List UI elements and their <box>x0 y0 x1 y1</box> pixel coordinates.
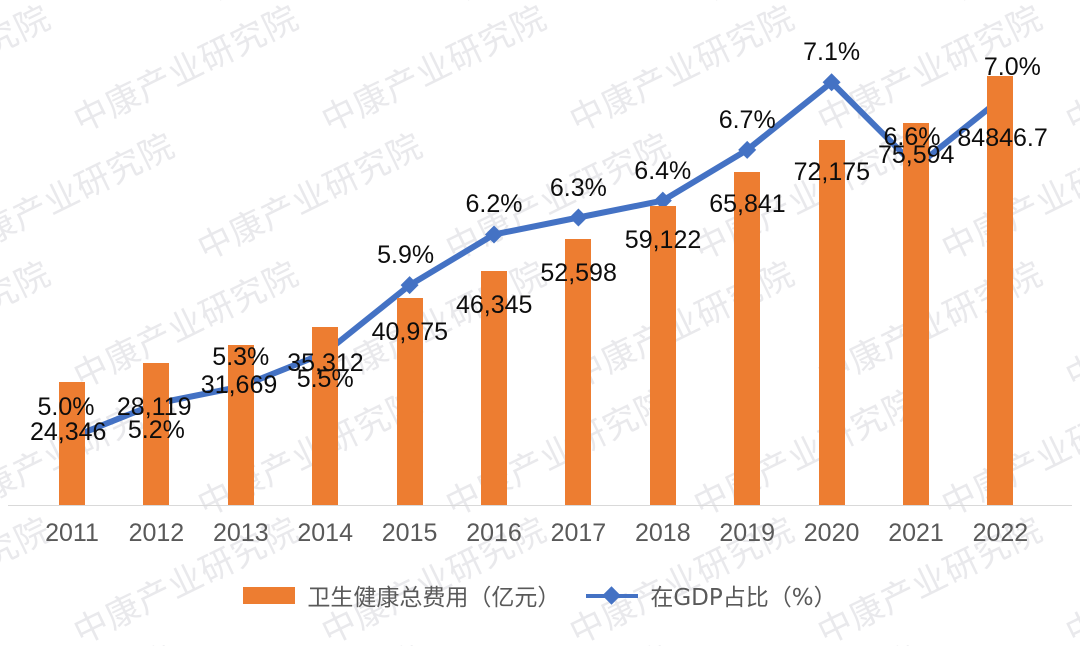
line-marker-2019[interactable] <box>738 140 757 159</box>
x-tick-2013: 2013 <box>212 519 269 547</box>
gdp-share-label-2020: 7.1% <box>803 38 861 67</box>
bar-value-label-2016: 46,345 <box>456 290 533 319</box>
x-tick-2019: 2019 <box>719 519 775 547</box>
bar-2013[interactable] <box>227 344 254 505</box>
line-marker-2020[interactable] <box>822 73 841 92</box>
line-marker-2017[interactable] <box>569 208 588 227</box>
bar-value-label-2012: 28,119 <box>116 392 192 421</box>
bar-2019[interactable] <box>734 172 761 505</box>
legend-bar-swatch-icon <box>243 586 296 604</box>
gdp-share-label-2016: 6.2% <box>465 190 523 219</box>
bar-2022[interactable] <box>987 76 1014 505</box>
gdp-share-label-2015: 5.9% <box>377 241 435 270</box>
bar-2012[interactable] <box>143 362 170 505</box>
line-marker-2015[interactable] <box>400 276 419 295</box>
legend-item-total-health-expenditure[interactable]: 卫生健康总费用（亿元） <box>243 578 560 612</box>
bar-value-label-2011: 24,346 <box>30 417 107 446</box>
legend-item-gdp-share[interactable]: 在GDP占比（%） <box>586 578 837 612</box>
bar-value-label-2021: 75,594 <box>878 140 955 169</box>
bar-2021[interactable] <box>903 122 929 505</box>
bar-value-label-2022: 84846.7 <box>957 124 1048 153</box>
gdp-share-label-2017: 6.3% <box>549 173 607 202</box>
x-tick-2022: 2022 <box>972 519 1029 547</box>
bar-value-label-2020: 72,175 <box>793 158 871 187</box>
gdp-share-label-2022: 7.0% <box>983 53 1041 82</box>
bar-value-label-2019: 65,841 <box>709 190 786 219</box>
x-tick-2016: 2016 <box>466 519 522 547</box>
legend-label-gdp-share: 在GDP占比（%） <box>650 585 837 611</box>
legend-label-total-health-expenditure: 卫生健康总费用（亿元） <box>307 585 561 611</box>
bar-value-label-2017: 52,598 <box>540 259 617 288</box>
bar-2015[interactable] <box>396 297 423 505</box>
x-tick-2021: 2021 <box>888 519 944 547</box>
line-marker-2018[interactable] <box>653 191 672 210</box>
x-tick-2014: 2014 <box>297 519 353 547</box>
gdp-share-label-2014: 5.5% <box>296 364 354 393</box>
line-marker-2016[interactable] <box>485 225 503 244</box>
bar-value-label-2014: 35,312 <box>287 348 364 377</box>
gdp-share-label-2019: 6.7% <box>718 105 776 134</box>
x-tick-2018: 2018 <box>634 519 691 547</box>
x-tick-2012: 2012 <box>128 519 185 547</box>
bar-2011[interactable] <box>59 381 85 505</box>
bar-value-label-2013: 31,669 <box>200 370 278 399</box>
x-tick-2015: 2015 <box>381 519 438 547</box>
x-tick-2011: 2011 <box>45 519 99 547</box>
bar-2016[interactable] <box>481 270 507 505</box>
gdp-share-label-2018: 6.4% <box>634 156 692 185</box>
gdp-share-label-2013: 5.3% <box>212 342 270 371</box>
gdp-share-label-2012: 5.2% <box>127 415 185 444</box>
bar-value-label-2015: 40,975 <box>371 317 449 346</box>
bar-value-label-2018: 59,122 <box>624 226 702 255</box>
x-tick-2020: 2020 <box>803 519 860 547</box>
bar-2018[interactable] <box>649 206 676 505</box>
x-axis-line <box>8 505 1072 506</box>
gdp-share-label-2011: 5.0% <box>37 393 95 422</box>
bar-2020[interactable] <box>818 140 845 505</box>
chart-legend: 卫生健康总费用（亿元） 在GDP占比（%） <box>0 578 1080 612</box>
bar-2017[interactable] <box>565 239 592 505</box>
gdp-share-label-2021: 6.6% <box>883 122 941 151</box>
x-tick-2017: 2017 <box>550 519 607 547</box>
gdp-share-line <box>69 79 1004 441</box>
legend-line-marker-icon <box>586 585 639 605</box>
bar-2014[interactable] <box>312 326 339 505</box>
